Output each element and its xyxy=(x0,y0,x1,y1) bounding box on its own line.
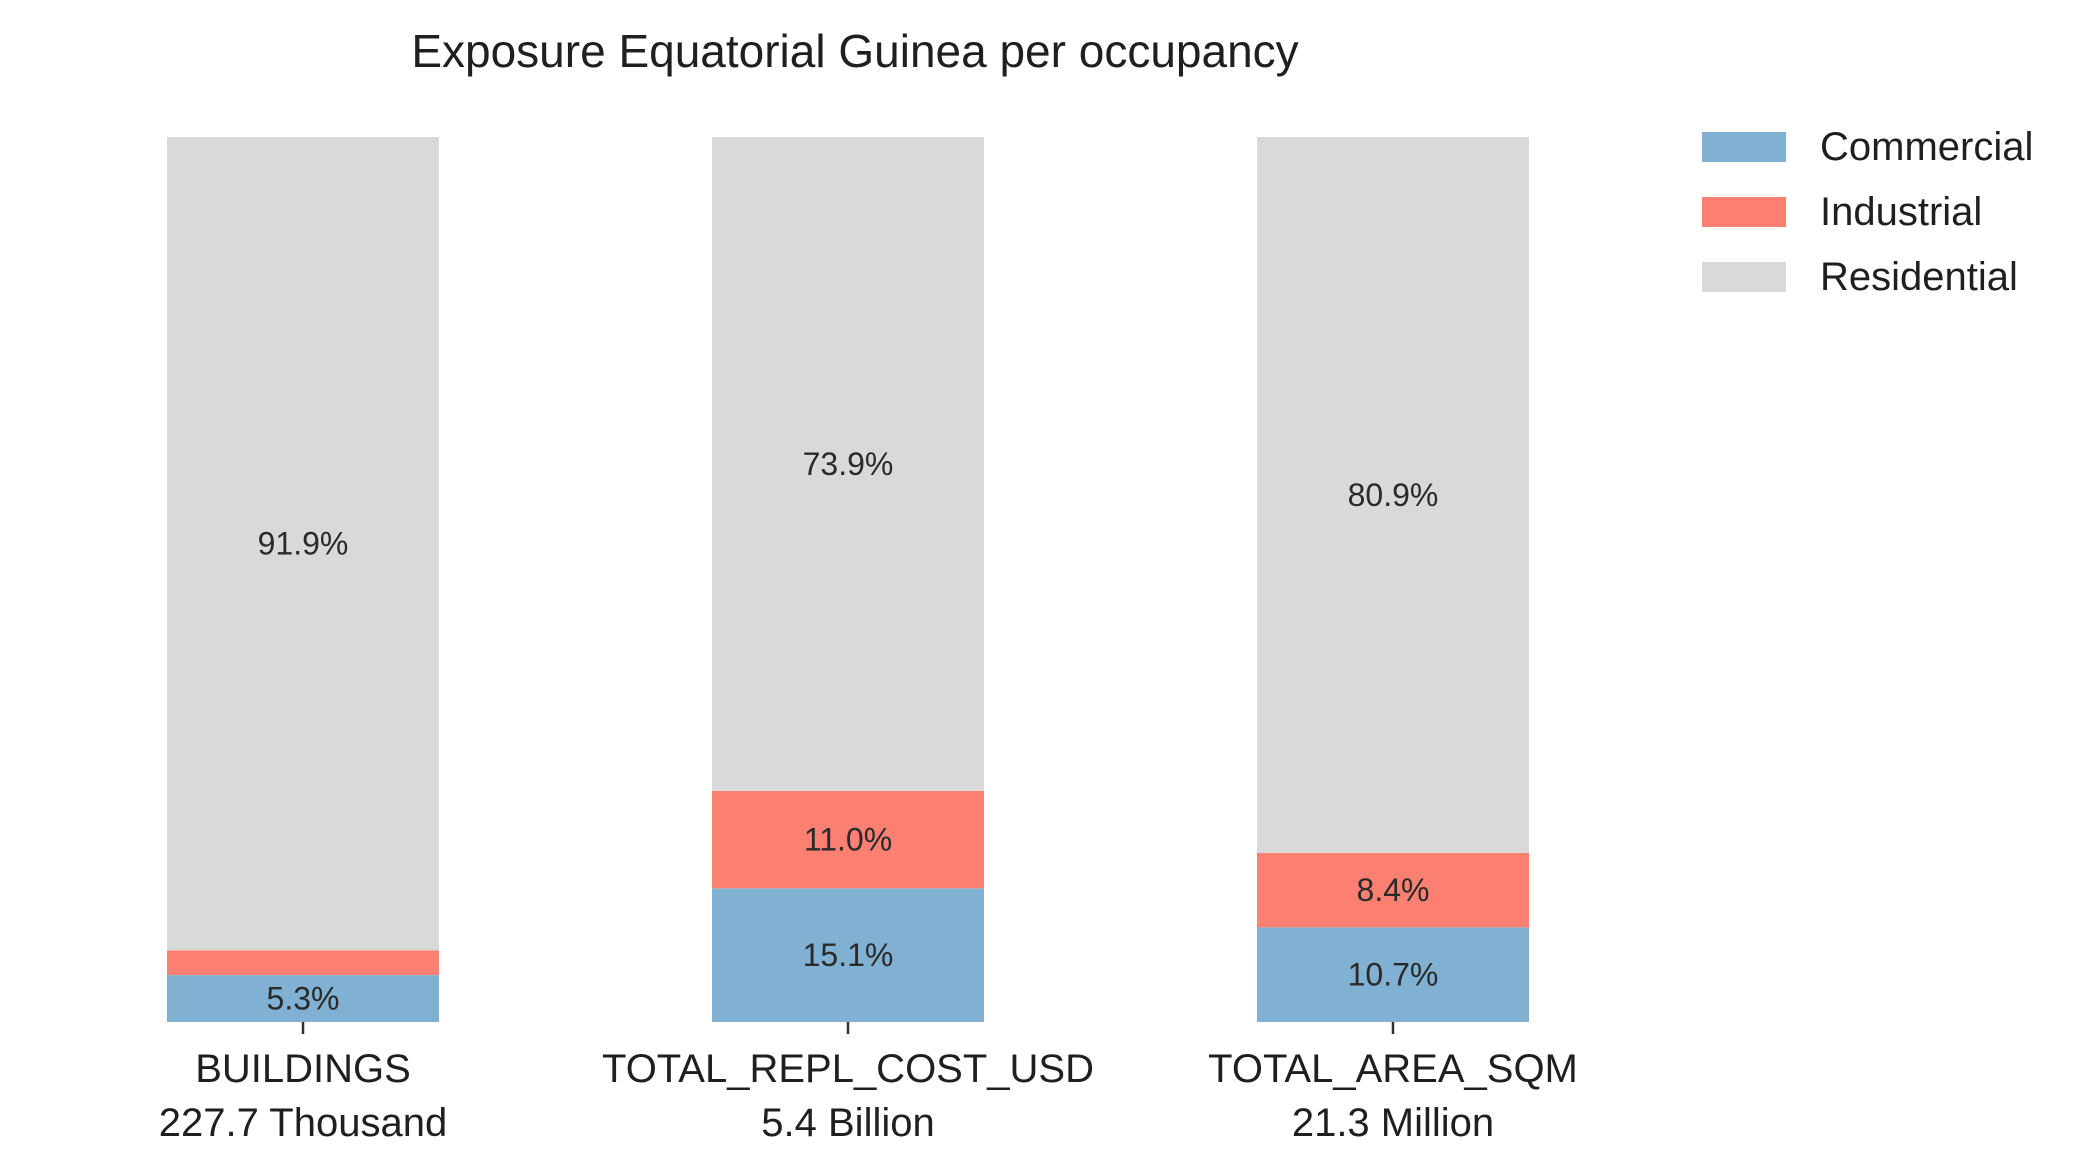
legend-swatch-residential xyxy=(1702,262,1786,292)
chart-title: Exposure Equatorial Guinea per occupancy xyxy=(411,25,1298,77)
legend-swatch-commercial xyxy=(1702,132,1786,162)
bar-segment-commercial-2 xyxy=(1257,927,1529,1022)
segment-label-residential-2: 80.9% xyxy=(1348,477,1439,513)
legend-swatch-industrial xyxy=(1702,197,1786,227)
x-tick-label-2: TOTAL_AREA_SQM xyxy=(1208,1047,1578,1091)
x-axis: BUILDINGS 227.7 Thousand TOTAL_REPL_COST_U… xyxy=(159,1022,1578,1145)
legend: Commercial Industrial Residential xyxy=(1702,125,2033,299)
segment-label-commercial-1: 15.1% xyxy=(803,937,894,973)
legend-label-residential: Residential xyxy=(1820,255,2018,299)
bar-segment-residential-2 xyxy=(1257,137,1529,853)
segment-label-industrial-1: 11.0% xyxy=(804,822,892,858)
legend-label-industrial: Industrial xyxy=(1820,190,1982,234)
segment-label-residential-1: 73.9% xyxy=(803,446,894,482)
segment-labels-layer: 5.3% 91.9% 15.1% 11.0% 73.9% 10.7% 8.4% 80.9% xyxy=(258,446,1439,1017)
bar-segment-industrial-0 xyxy=(167,950,439,976)
segment-label-industrial-2: 8.4% xyxy=(1357,872,1430,908)
x-tick-label-0: BUILDINGS xyxy=(195,1047,411,1091)
segment-label-commercial-0: 5.3% xyxy=(267,981,340,1017)
x-total-label-2: 21.3 Million xyxy=(1292,1101,1494,1145)
bar-segment-residential-0 xyxy=(167,137,439,951)
bar-segment-commercial-0 xyxy=(167,975,439,1022)
bars-layer xyxy=(167,137,1529,1022)
bar-segment-industrial-2 xyxy=(1257,852,1529,928)
segment-label-residential-0: 91.9% xyxy=(258,526,349,562)
bar-segment-commercial-1 xyxy=(712,888,984,1022)
segment-label-commercial-2: 10.7% xyxy=(1348,957,1439,993)
bar-segment-residential-1 xyxy=(712,137,984,792)
x-total-label-0: 227.7 Thousand xyxy=(159,1101,447,1145)
bar-segment-industrial-1 xyxy=(712,791,984,889)
x-tick-label-1: TOTAL_REPL_COST_USD xyxy=(602,1047,1094,1091)
x-total-label-1: 5.4 Billion xyxy=(761,1101,934,1145)
legend-label-commercial: Commercial xyxy=(1820,125,2033,169)
